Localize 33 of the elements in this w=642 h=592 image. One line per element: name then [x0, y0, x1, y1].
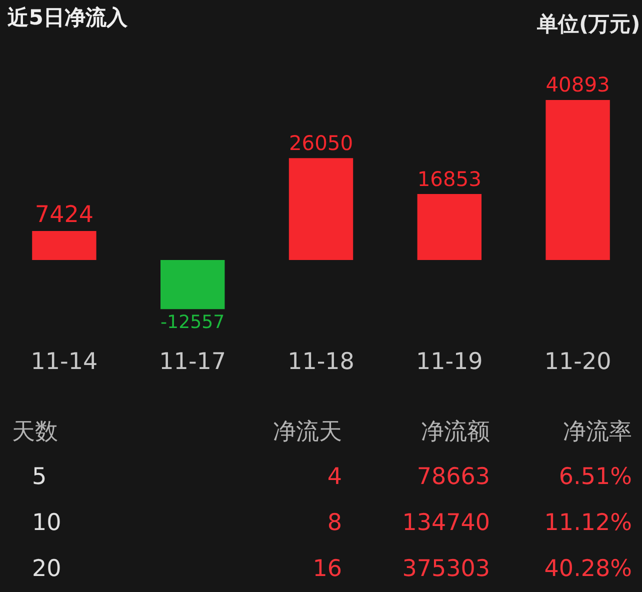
text: 134740 — [401, 510, 490, 536]
text: 20 — [31, 556, 62, 582]
text: 净流额 — [420, 418, 490, 446]
data-label: 26050 — [288, 130, 354, 155]
text: 6.51% — [558, 464, 632, 490]
text: 78663 — [416, 464, 490, 490]
data-label: 16853 — [417, 166, 482, 191]
x-tick-label: 11-17 — [159, 349, 226, 375]
text: 净流天 — [272, 418, 342, 446]
bar — [546, 100, 610, 260]
data-label: 7424 — [34, 202, 94, 228]
text: 8 — [326, 510, 342, 536]
text: 5 — [31, 464, 48, 490]
chart-title: 近5日净流入 — [6, 6, 128, 30]
bar — [32, 230, 96, 260]
text: 4 — [326, 464, 342, 490]
text: 11.12% — [543, 510, 632, 536]
x-tick-label: 11-19 — [416, 349, 483, 375]
bar — [288, 158, 354, 260]
data-label: -12557 — [160, 312, 225, 333]
text: 40.28% — [543, 556, 632, 582]
bar — [417, 194, 482, 260]
text: 天数 — [11, 418, 59, 446]
x-tick-label: 11-20 — [544, 349, 612, 375]
text: 10 — [31, 510, 62, 536]
text: 375303 — [401, 556, 490, 582]
bar — [160, 260, 225, 310]
data-label: 40893 — [546, 72, 610, 97]
y-axis-title: 单位(万元) — [536, 12, 640, 36]
text: 净流率 — [562, 418, 632, 446]
text: 16 — [312, 556, 342, 582]
x-tick-label: 11-14 — [30, 349, 98, 375]
x-tick-label: 11-18 — [288, 349, 354, 375]
